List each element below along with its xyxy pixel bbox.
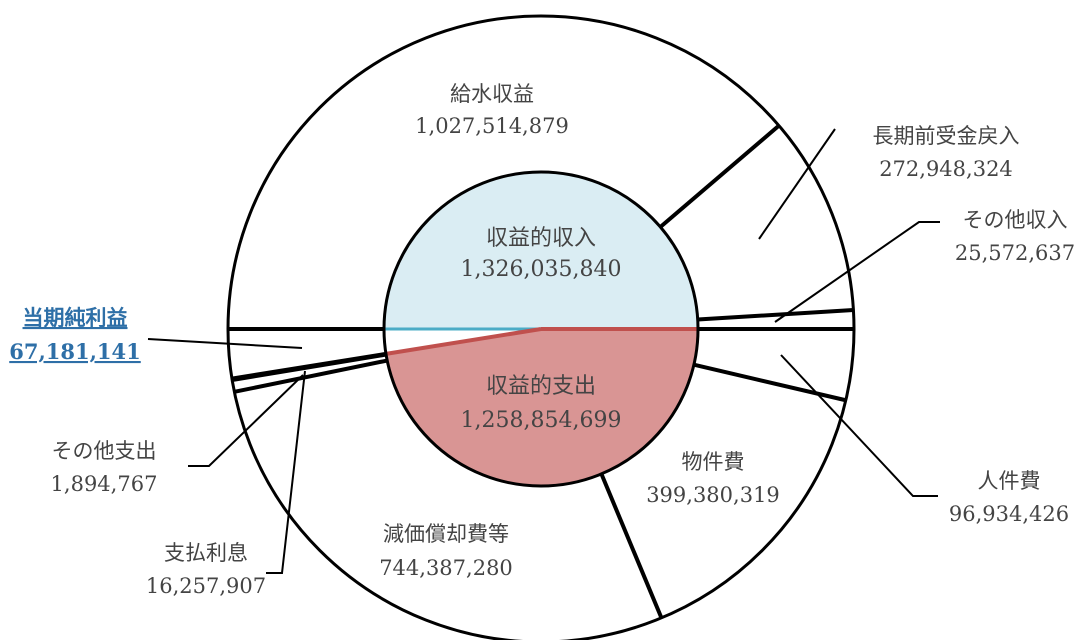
ring-divider	[231, 351, 387, 381]
value-choki: 272,948,324	[879, 157, 1013, 181]
inner-income-label: 収益的収入	[486, 226, 596, 251]
inner-expense-slice	[385, 329, 698, 487]
inner-pie	[384, 172, 698, 487]
ring-divider	[697, 308, 854, 322]
label-jinkenhi: 人件費	[978, 469, 1041, 493]
value-kyusui: 1,027,514,879	[415, 114, 569, 138]
value-net-income[interactable]: 67,181,141	[9, 339, 141, 364]
labels: 収益的収入 1,326,035,840 収益的支出 1,258,854,699 …	[9, 82, 1075, 598]
label-shiharai: 支払利息	[164, 541, 248, 565]
inner-expense-edge-left	[385, 327, 542, 356]
ring-divider	[659, 124, 781, 229]
ring-divider	[693, 362, 847, 403]
label-genka: 減価償却費等	[383, 522, 509, 546]
value-other-expense: 1,894,767	[51, 472, 158, 496]
leader-net-income	[147, 338, 303, 349]
leader-lines	[147, 128, 940, 574]
ring-divider	[599, 473, 664, 619]
leader-other-income	[774, 221, 940, 323]
value-genka: 744,387,280	[379, 556, 513, 580]
inner-income-value: 1,326,035,840	[461, 257, 622, 282]
leader-other-expense	[188, 374, 304, 467]
label-choki: 長期前受金戻入	[873, 124, 1020, 148]
inner-expense-value: 1,258,854,699	[461, 408, 622, 433]
label-other-expense: その他支出	[52, 439, 157, 463]
label-net-income[interactable]: 当期純利益	[23, 305, 128, 330]
value-other-income: 25,572,637	[955, 241, 1075, 265]
inner-expense-label: 収益的支出	[486, 374, 596, 399]
leader-choki	[758, 128, 836, 240]
value-jinkenhi: 96,934,426	[949, 502, 1069, 526]
value-shiharai: 16,257,907	[146, 574, 266, 598]
ring-divider	[233, 358, 388, 394]
label-bukkenhi: 物件費	[682, 450, 745, 474]
leader-jinkenhi	[780, 354, 938, 497]
label-kyusui: 給水収益	[450, 82, 534, 106]
value-bukkenhi: 399,380,319	[646, 483, 780, 507]
inner-income-slice	[384, 172, 698, 329]
leader-shiharai	[266, 370, 306, 574]
label-other-income: その他収入	[963, 208, 1068, 232]
